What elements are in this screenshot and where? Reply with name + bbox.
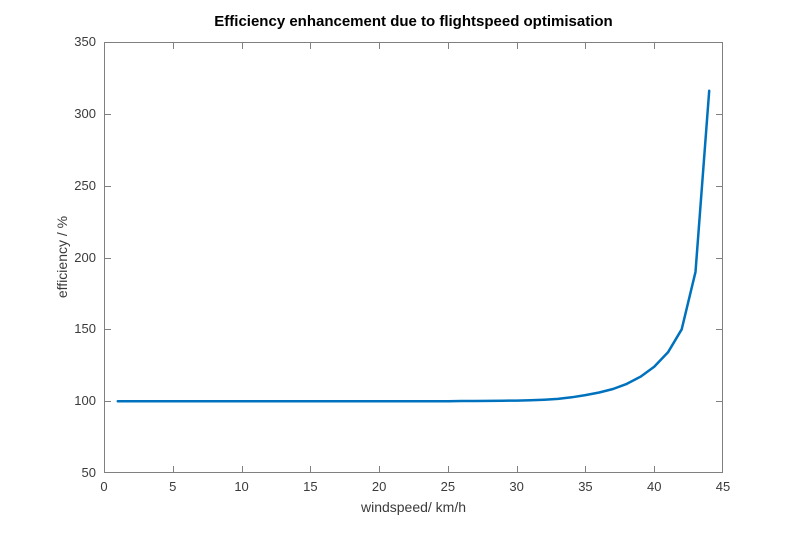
- x-tick-label: 35: [578, 479, 593, 494]
- x-tick-label: 30: [509, 479, 524, 494]
- y-tick-label: 350: [74, 34, 96, 49]
- x-tick-label: 40: [646, 479, 662, 494]
- x-tick-label: 20: [371, 479, 387, 494]
- plot-border: [104, 42, 723, 473]
- y-tick-label: 200: [74, 249, 96, 265]
- x-axis-label: windspeed/ km/h: [360, 499, 467, 515]
- x-tick-label: 0: [100, 479, 108, 494]
- line-chart: [104, 42, 724, 474]
- x-tick-label: 25: [440, 479, 456, 494]
- efficiency-curve: [116, 89, 711, 403]
- x-tick-label: 45: [715, 479, 731, 494]
- x-tick-label: 5: [169, 479, 177, 494]
- y-tick-label: 50: [81, 465, 96, 480]
- y-tick-label: 300: [74, 105, 96, 121]
- y-tick-label: 150: [74, 321, 96, 337]
- x-tick-label: 10: [234, 479, 249, 494]
- y-tick-label: 250: [74, 177, 96, 193]
- plot-area: [104, 42, 724, 474]
- x-tick-label: 15: [303, 479, 318, 494]
- y-tick-label: 100: [74, 393, 96, 409]
- chart-title: Efficiency enhancement due to flightspee…: [214, 13, 613, 30]
